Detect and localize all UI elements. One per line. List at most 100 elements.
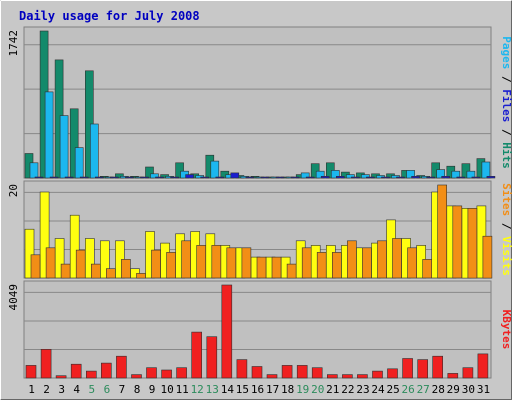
x-tick-label-day-27: 27 (417, 383, 430, 396)
bar-pages-day-11 (185, 174, 194, 179)
bar-sites-day-11 (181, 240, 191, 279)
legend-kbytes: KBytes (500, 310, 512, 350)
x-tick-label-day-29: 29 (447, 383, 460, 396)
bar-kbytes-day-31 (477, 353, 489, 379)
bar-files-day-30 (466, 170, 476, 179)
x-tick-label-day-30: 30 (462, 383, 475, 396)
bar-kbytes-day-27 (417, 359, 429, 379)
bar-pages-day-7 (125, 176, 134, 179)
x-tick-label-day-26: 26 (401, 383, 414, 396)
x-tick-label-day-9: 9 (149, 383, 156, 396)
bar-sites-day-28 (437, 184, 448, 279)
bar-kbytes-day-8 (131, 374, 142, 379)
y-max-label: 20 (7, 184, 20, 197)
bar-files-day-9 (150, 173, 159, 179)
bar-hits-day-30 (461, 163, 471, 179)
x-tick-label-day-10: 10 (160, 383, 173, 396)
bar-sites-day-22 (347, 240, 357, 279)
bar-kbytes-day-12 (191, 331, 202, 379)
bar-sites-day-12 (196, 245, 206, 279)
bar-kbytes-day-26 (402, 358, 413, 379)
bar-sites-day-24 (377, 240, 387, 279)
x-tick-label-day-6: 6 (104, 383, 111, 396)
bar-pages-day-23 (366, 176, 375, 179)
legend-kbytes: KBytes (500, 310, 512, 350)
panel-plot-area (23, 26, 492, 179)
bar-sites-day-27 (422, 259, 433, 279)
bar-kbytes-day-21 (326, 374, 338, 379)
x-tick-label-day-11: 11 (176, 383, 189, 396)
bar-pages-day-19 (305, 176, 315, 179)
bar-kbytes-day-2 (40, 348, 52, 379)
bar-kbytes-day-6 (101, 362, 112, 379)
bar-sites-day-17 (271, 256, 282, 279)
bar-pages-day-16 (260, 176, 270, 179)
x-tick-label-day-15: 15 (236, 383, 249, 396)
bar-files-day-22 (346, 174, 355, 179)
bar-pages-day-31 (486, 176, 496, 179)
bar-sites-day-4 (75, 249, 86, 279)
bar-kbytes-day-4 (70, 363, 82, 379)
panel-visits-sites: 20 Sites / Visits (7, 180, 512, 279)
bar-pages-day-10 (170, 176, 179, 179)
bar-pages-day-18 (290, 176, 300, 179)
bar-files-day-23 (361, 174, 370, 179)
bar-sites-day-10 (166, 252, 176, 279)
bar-pages-day-21 (335, 176, 345, 179)
bar-files-day-4 (74, 147, 84, 179)
chart-title: Daily usage for July 2008 (19, 9, 200, 23)
bar-kbytes-day-1 (25, 365, 37, 379)
x-tick-label-day-31: 31 (477, 383, 490, 396)
bar-kbytes-day-29 (447, 373, 459, 379)
y-max-label: 1742 (7, 30, 20, 57)
legend-hits: Hits (500, 142, 512, 169)
bar-pages-day-8 (140, 176, 149, 179)
x-tick-label-day-12: 12 (191, 383, 204, 396)
bar-hits-day-9 (145, 166, 154, 179)
bar-kbytes-day-11 (176, 367, 187, 379)
bar-kbytes-day-25 (387, 368, 398, 379)
y-max-label: 4049 (7, 284, 20, 311)
bar-kbytes-day-16 (251, 366, 263, 379)
bar-kbytes-day-24 (372, 370, 383, 379)
legend-separator: / (500, 122, 512, 142)
bar-files-day-13 (210, 160, 220, 179)
legend-sites: Sites (500, 183, 512, 216)
bar-sites-day-8 (136, 273, 146, 279)
bar-pages-day-17 (275, 176, 285, 179)
bar-files-day-26 (406, 170, 415, 179)
bar-kbytes-day-20 (311, 367, 323, 379)
x-tick-label-day-22: 22 (341, 383, 354, 396)
bar-sites-day-21 (331, 252, 342, 279)
bar-sites-day-1 (30, 254, 41, 279)
panel-plot-area (23, 280, 492, 379)
x-tick-label-day-14: 14 (221, 383, 235, 396)
bar-files-day-1 (29, 162, 39, 179)
bar-sites-day-7 (121, 259, 131, 279)
bar-kbytes-day-22 (342, 374, 353, 379)
x-tick-label-day-13: 13 (206, 383, 219, 396)
bar-sites-day-26 (407, 247, 417, 279)
bar-sites-day-18 (286, 263, 297, 279)
bar-hits-day-7 (115, 173, 124, 179)
bar-pages-day-6 (110, 176, 119, 179)
x-tick-label-day-5: 5 (88, 383, 95, 396)
bar-kbytes-day-5 (86, 370, 97, 379)
bar-kbytes-day-23 (357, 374, 368, 379)
legend-separator: / (500, 216, 512, 236)
bar-sites-day-6 (106, 268, 116, 279)
bar-kbytes-day-17 (266, 374, 278, 379)
bar-files-day-28 (436, 169, 446, 179)
bar-pages-day-27 (426, 176, 436, 179)
bar-files-day-19 (300, 172, 310, 179)
x-tick-label-day-2: 2 (43, 383, 50, 396)
bar-sites-day-31 (482, 235, 493, 279)
bar-kbytes-day-10 (161, 369, 172, 379)
legend-files: Files (500, 89, 512, 122)
bar-files-day-31 (481, 161, 491, 179)
bar-kbytes-day-14 (221, 284, 233, 379)
bar-kbytes-day-28 (432, 355, 444, 379)
bar-sites-day-30 (467, 208, 478, 279)
